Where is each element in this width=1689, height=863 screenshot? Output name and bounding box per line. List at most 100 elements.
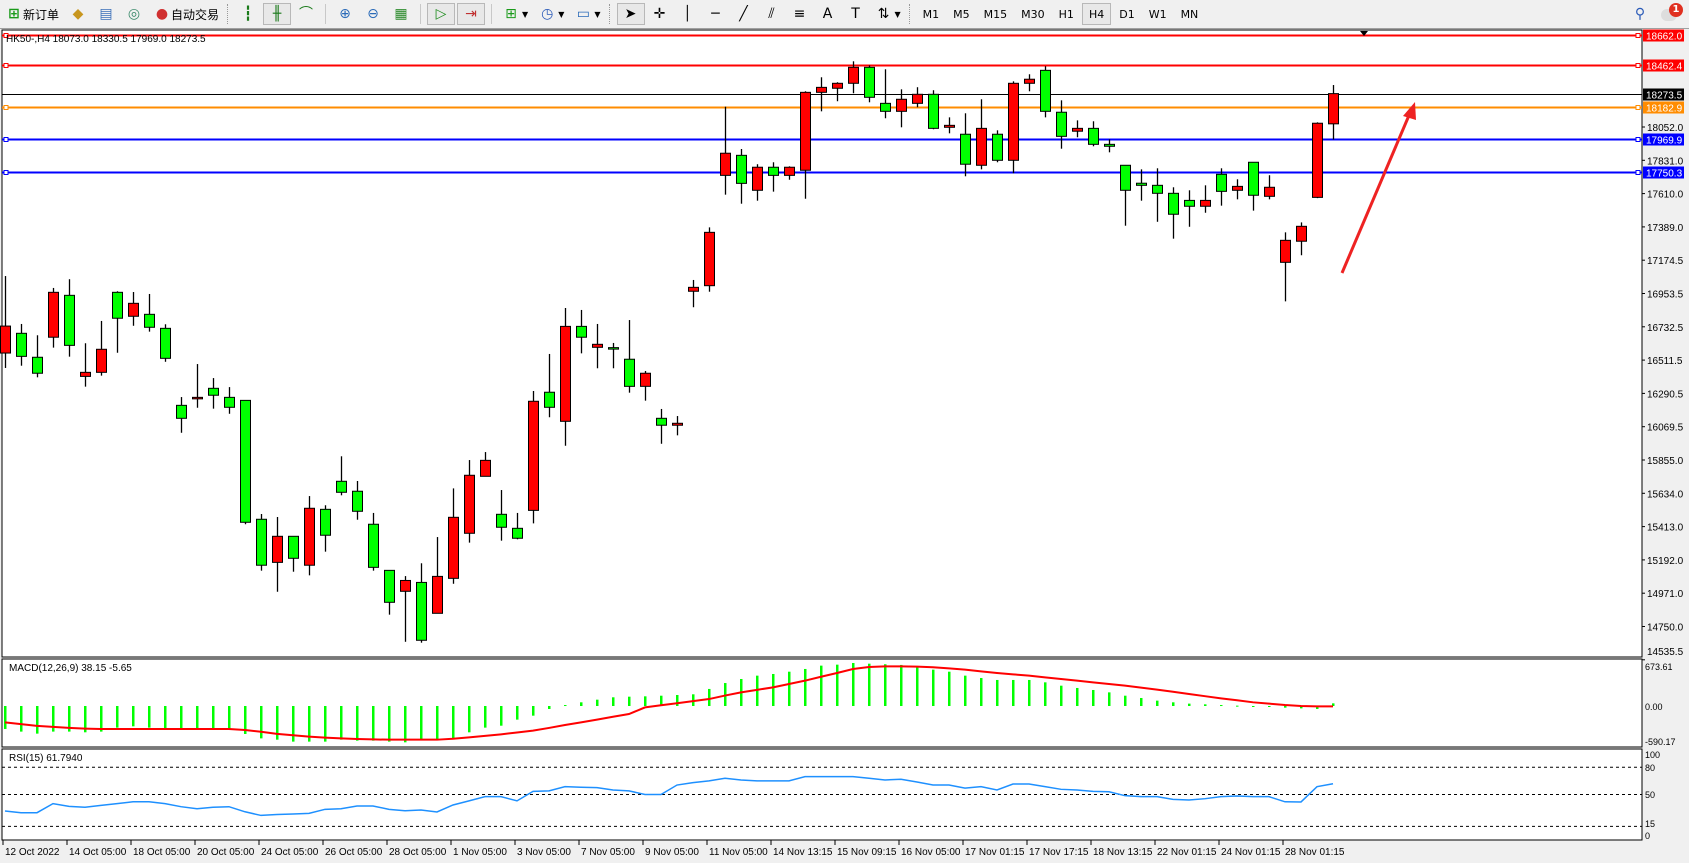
candle[interactable] [1088, 121, 1099, 147]
candle[interactable] [1136, 169, 1147, 201]
chart-shift-button[interactable]: ⇥ [457, 3, 486, 25]
candle[interactable] [192, 364, 203, 408]
candle[interactable] [256, 513, 267, 571]
candle[interactable] [848, 61, 859, 94]
candle[interactable] [1264, 175, 1275, 200]
candle[interactable] [1120, 164, 1131, 226]
candle[interactable] [240, 399, 251, 525]
red-arrow-annotation[interactable] [1340, 102, 1416, 274]
candle[interactable] [336, 456, 347, 496]
history-center-button[interactable]: ▤ [93, 3, 119, 25]
candle[interactable] [416, 563, 427, 643]
toolbar-grip[interactable] [908, 4, 913, 24]
zoom-in-button[interactable]: ⊕ [332, 3, 358, 25]
market-watch-button[interactable]: ◆ [65, 3, 91, 25]
candle[interactable] [1056, 100, 1067, 149]
candle[interactable] [992, 130, 1003, 163]
candle[interactable] [48, 287, 59, 348]
candle[interactable] [912, 87, 923, 108]
candle[interactable] [1184, 190, 1195, 227]
candle[interactable] [96, 320, 107, 376]
timeframe-w1[interactable]: W1 [1148, 7, 1167, 21]
candle[interactable] [512, 512, 523, 540]
price-panel[interactable] [1, 29, 1643, 658]
timeframe-m1[interactable]: M1 [922, 7, 940, 21]
candle[interactable] [16, 323, 27, 366]
candle[interactable] [896, 89, 907, 128]
candle[interactable] [288, 535, 299, 572]
candle[interactable] [32, 335, 43, 378]
candle[interactable] [112, 291, 123, 353]
candle[interactable] [448, 488, 459, 584]
price-level-line[interactable]: 17969.9 [2, 133, 1684, 147]
candle[interactable] [960, 113, 971, 177]
price-level-line[interactable]: 18462.4 [2, 59, 1684, 73]
candle[interactable] [1104, 139, 1115, 153]
candle[interactable] [272, 517, 283, 592]
line-chart-button[interactable]: ⌒ [293, 3, 319, 25]
price-level-line[interactable]: 18662.0 [2, 29, 1684, 43]
candle[interactable] [496, 490, 507, 541]
timeframe-m15[interactable]: M15 [983, 7, 1008, 21]
bar-chart-button[interactable]: ┇ [235, 3, 261, 25]
candle[interactable] [752, 164, 763, 201]
candle[interactable] [1008, 81, 1019, 174]
candle[interactable] [976, 99, 987, 170]
candle[interactable] [464, 460, 475, 543]
candle[interactable] [672, 416, 683, 436]
timeframe-h4[interactable]: H4 [1081, 3, 1112, 25]
chart-window[interactable]: 18662.0 18462.4 18273.5 18182.9 17969.9 17750… [0, 29, 1689, 863]
vertical-line-button[interactable]: │ [675, 3, 701, 25]
toolbar-grip[interactable] [227, 4, 231, 24]
templates-button[interactable]: ▭ ▼ [570, 3, 604, 25]
candle[interactable] [1024, 74, 1035, 92]
chart-shift-marker-icon[interactable] [1360, 31, 1368, 36]
candle[interactable] [0, 276, 11, 368]
candle[interactable] [304, 496, 315, 576]
candle[interactable] [160, 324, 171, 362]
auto-scroll-button[interactable]: ▷ [427, 3, 456, 25]
candle[interactable] [784, 166, 795, 180]
candle[interactable] [64, 279, 75, 357]
candle[interactable] [592, 323, 603, 369]
candle[interactable] [832, 82, 843, 102]
timeframe-d1[interactable]: D1 [1119, 7, 1135, 21]
crosshair-button[interactable]: ✛ [647, 3, 673, 25]
candle[interactable] [1280, 232, 1291, 302]
horizontal-line-button[interactable]: ─ [703, 3, 729, 25]
candle[interactable] [208, 378, 219, 409]
candle[interactable] [640, 370, 651, 401]
candle[interactable] [800, 91, 811, 199]
text-button[interactable]: A [815, 3, 841, 25]
candle[interactable] [224, 387, 235, 414]
indicators-button[interactable]: ⊞ ▼ [498, 3, 532, 25]
candle[interactable] [368, 512, 379, 571]
search-icon[interactable]: ⚲ [1634, 6, 1646, 22]
candle[interactable] [384, 569, 395, 615]
candle[interactable] [704, 227, 715, 292]
candle[interactable] [1072, 120, 1083, 138]
candle[interactable] [176, 397, 187, 433]
candle[interactable] [656, 408, 667, 444]
candle[interactable] [816, 77, 827, 112]
fibonacci-button[interactable]: ≡ [787, 3, 813, 25]
candle[interactable] [560, 307, 571, 446]
candle[interactable] [1152, 168, 1163, 222]
candle[interactable] [528, 391, 539, 524]
candle[interactable] [1040, 66, 1051, 118]
zoom-out-button[interactable]: ⊖ [360, 3, 386, 25]
candlestick-chart-button[interactable]: ╫ [263, 3, 292, 25]
text-label-button[interactable]: T [843, 3, 869, 25]
candle[interactable] [1312, 122, 1323, 199]
trendline-button[interactable]: ╱ [731, 3, 757, 25]
timeframe-mn[interactable]: MN [1180, 7, 1199, 21]
toolbar-grip[interactable] [608, 4, 613, 24]
candle[interactable] [928, 90, 939, 130]
candle[interactable] [736, 149, 747, 204]
timeframe-m5[interactable]: M5 [953, 7, 970, 21]
candle[interactable] [1296, 222, 1307, 256]
candle[interactable] [688, 279, 699, 308]
candle[interactable] [576, 309, 587, 354]
new-order-button[interactable]: ⊞ 新订单 [1, 3, 63, 25]
notifications-button[interactable]: 1 [1661, 3, 1683, 25]
